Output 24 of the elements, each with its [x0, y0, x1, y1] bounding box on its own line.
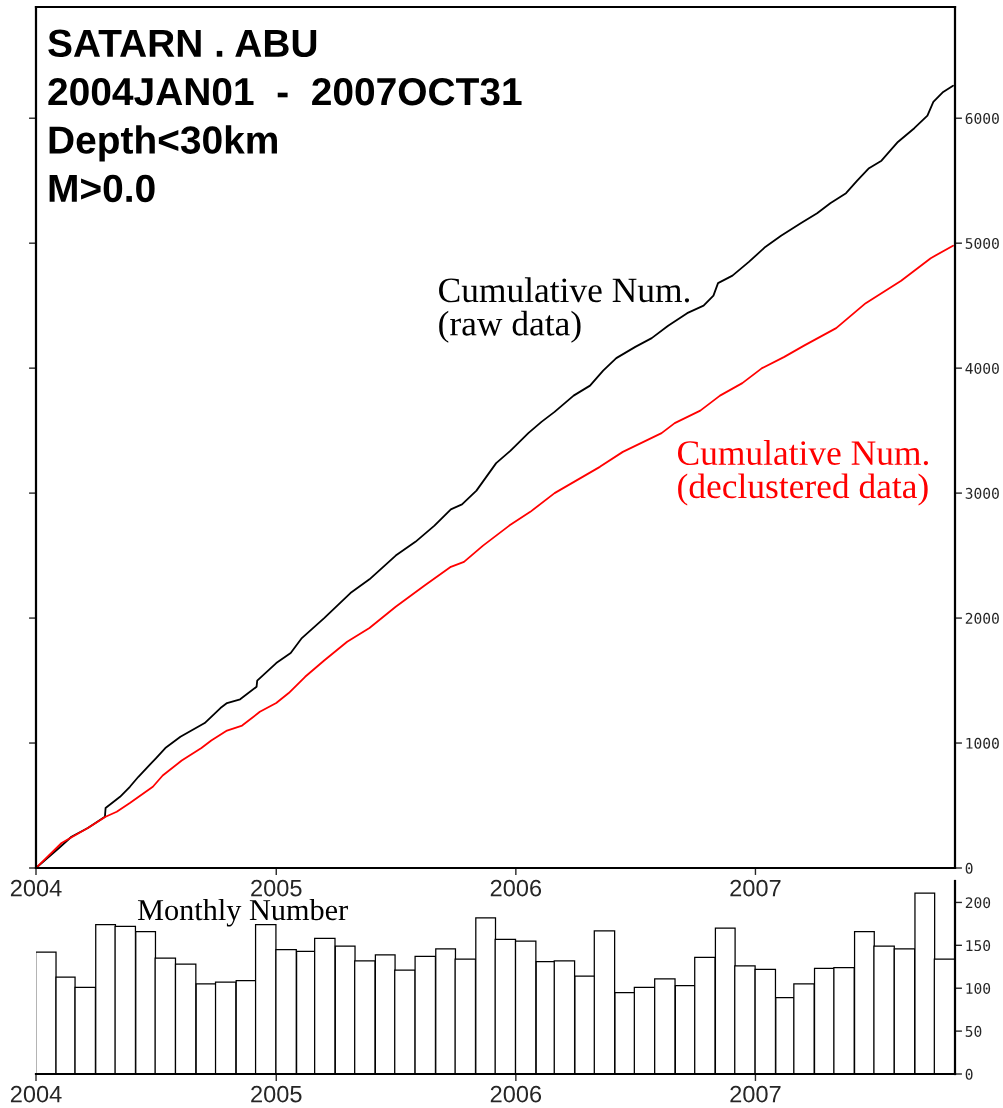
- text: SATARN . ABU 2004JAN01 - 2007OCT31 Depth<30km M>0.0: [48, 29, 522, 203]
- y-tick-label: 2000: [965, 612, 999, 624]
- x-tick-label: 2007: [730, 1085, 781, 1103]
- y-tick-label: 0: [965, 1068, 973, 1080]
- x-tick-label: 2005: [251, 879, 302, 897]
- x-tick-label: 2004: [10, 1085, 62, 1103]
- y-tick-label: 0: [965, 862, 973, 874]
- y-tick-label: 1000: [966, 737, 999, 749]
- x-tick-label: 2006: [490, 1085, 542, 1103]
- x-tick-label: 2005: [251, 1085, 302, 1103]
- y-tick-label: 200: [965, 897, 991, 909]
- y-tick-label: 50: [965, 1025, 982, 1037]
- y-tick-label: 4000: [965, 362, 999, 374]
- y-tick-label: 3000: [965, 487, 999, 499]
- series-label: Cumulative Num. (raw data): [439, 277, 690, 343]
- y-tick-label: 5000: [965, 237, 999, 249]
- y-tick-label: 150: [966, 940, 991, 952]
- annotation: Monthly Number: [137, 898, 348, 927]
- x-tick-label: 2007: [730, 879, 781, 897]
- x-tick-label: 2006: [490, 879, 542, 897]
- x-tick-label: 2004: [10, 879, 62, 897]
- y-tick-label: 100: [966, 982, 991, 995]
- y-tick-label: 6000: [965, 112, 999, 124]
- series-label: Cumulative Num. (declustered data): [678, 440, 928, 506]
